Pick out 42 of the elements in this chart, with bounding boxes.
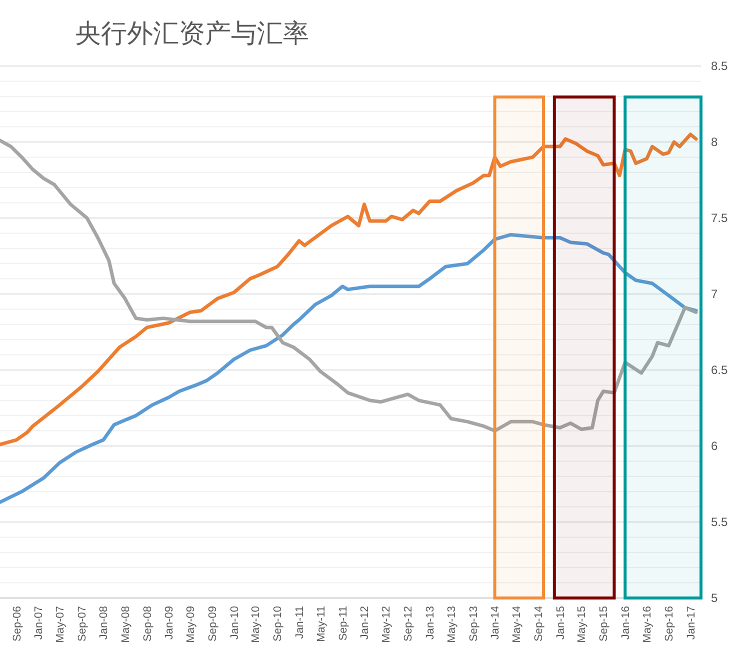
x-tick-label: Jan-12 [359,606,372,640]
x-tick-label: Jan-07 [33,606,46,640]
line-series [0,232,698,504]
x-tick-label: Jan-13 [424,606,436,640]
x-tick-label: Jan-14 [490,606,502,640]
x-tick-label: Jan-17 [685,606,698,640]
x-tick-label: May-12 [380,606,393,643]
x-tick-label: May-10 [250,606,262,643]
x-tick-label: Jan-10 [228,606,241,640]
y-tick-label: 7 [711,287,718,302]
x-tick-label: Jan-11 [294,606,306,639]
x-tick-label: Sep-11 [337,606,350,641]
x-tick-label: Jan-09 [164,606,176,640]
x-tick-label: Sep-09 [206,606,219,642]
x-tick-label: Sep-13 [468,606,480,642]
x-tick-label: May-11 [315,606,328,642]
x-tick-label: Sep-08 [142,606,154,642]
y-tick-label: 8.5 [711,59,728,74]
y-tick-label: 6 [711,439,718,454]
y-tick-label: 6.5 [711,363,728,378]
x-tick-label: May-07 [54,606,66,643]
y-tick-label: 7.5 [711,211,728,226]
x-tick-label: Sep-10 [272,606,284,642]
x-tick-label: Sep-12 [402,606,415,642]
x-tick-label: Sep-07 [76,606,88,642]
x-tick-label: Jan-16 [620,606,632,640]
y-tick-label: 8 [711,135,718,150]
x-tick-label: Jan-15 [554,606,567,640]
x-tick-label: May-09 [185,606,198,643]
x-tick-label: May-14 [511,606,524,643]
x-tick-label: May-13 [446,606,458,643]
x-tick-label: Sep-14 [533,606,546,642]
y-tick-label: 5 [711,591,718,606]
x-tick-label: Sep-15 [598,606,610,642]
x-tick-label: May-08 [120,606,132,643]
x-tick-label: Jan-08 [98,606,110,640]
x-tick-label: May-16 [642,606,654,643]
x-tick-label: Sep-06 [11,606,24,642]
y-tick-label: 5.5 [711,515,728,530]
x-tick-label: May-15 [576,606,588,643]
chart-title: 央行外汇资产与汇率 [75,19,309,49]
x-tick-label: Sep-16 [664,606,676,642]
